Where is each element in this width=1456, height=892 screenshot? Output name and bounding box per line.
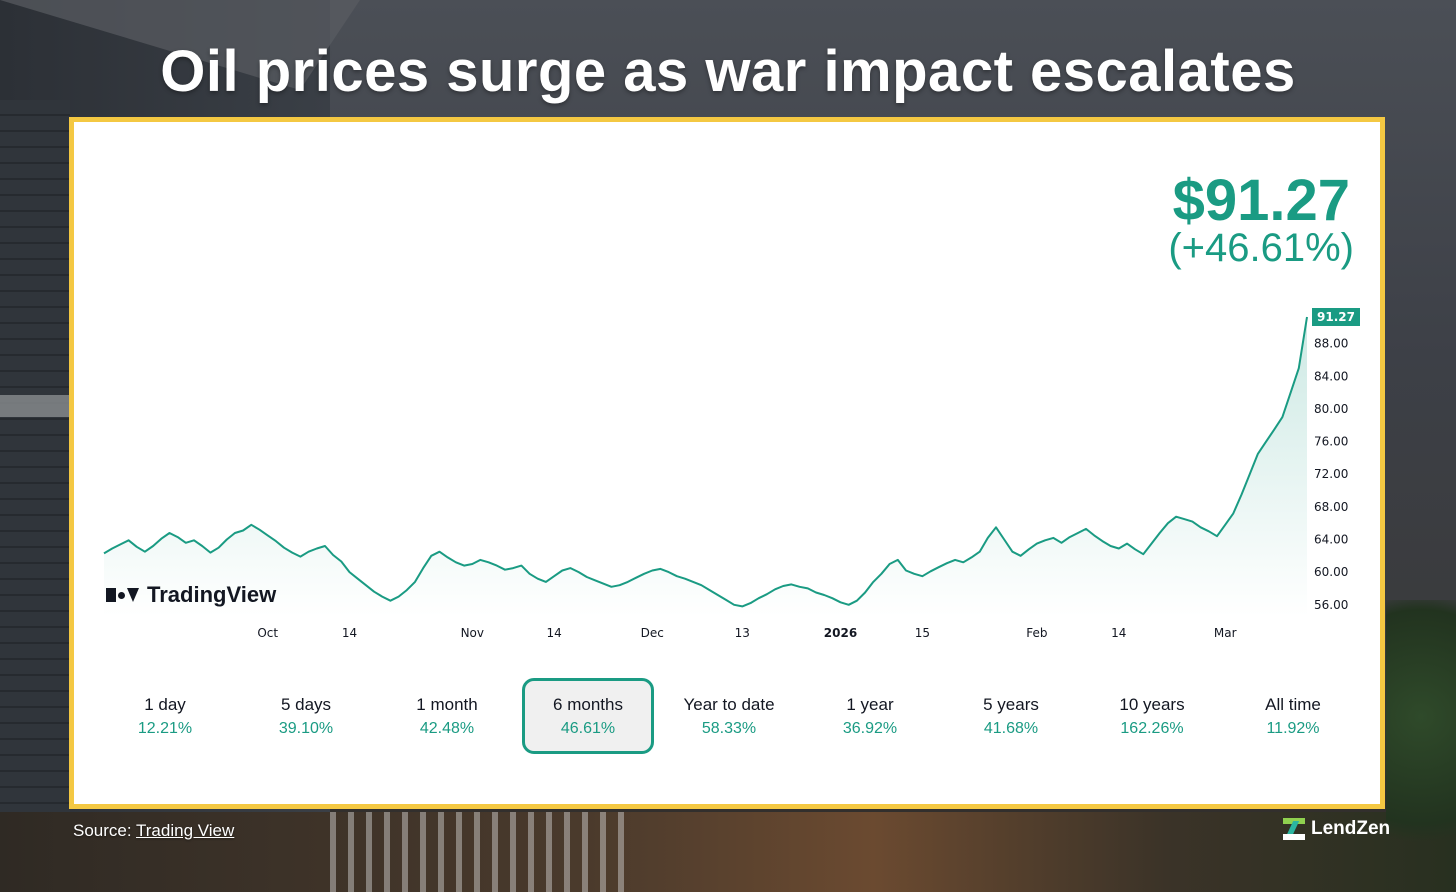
period-1-day[interactable]: 1 day 12.21% — [99, 678, 231, 754]
y-tick-label: 80.00 — [1314, 402, 1348, 416]
period-selector: 1 day 12.21% 5 days 39.10% 1 month 42.48% 6 mo… — [99, 676, 1359, 756]
period-label: 10 years — [1119, 694, 1185, 714]
period-1-year[interactable]: 1 year 36.92% — [804, 678, 936, 754]
period-change: 46.61% — [560, 719, 616, 737]
y-tick-label: 88.00 — [1314, 337, 1348, 351]
x-tick-label: Mar — [1214, 626, 1237, 640]
series-area — [104, 317, 1307, 617]
tradingview-logo-text: TradingView — [147, 582, 277, 607]
period-label: 5 years — [983, 694, 1039, 714]
x-tick-label: 14 — [342, 626, 357, 640]
period-1-month[interactable]: 1 month 42.48% — [381, 678, 513, 754]
y-tick-label: 60.00 — [1314, 565, 1348, 579]
x-tick-label: 14 — [546, 626, 561, 640]
period-all-time[interactable]: All time 11.92% — [1227, 678, 1359, 754]
period-label: Year to date — [683, 694, 775, 714]
period-change: 41.68% — [983, 719, 1039, 737]
brand-name: LendZen — [1311, 818, 1391, 839]
period-label: 6 months — [553, 694, 623, 714]
y-tick-label: 56.00 — [1314, 598, 1348, 612]
period-change: 42.48% — [419, 719, 475, 737]
period-5-years[interactable]: 5 years 41.68% — [945, 678, 1077, 754]
y-tick-label: 68.00 — [1314, 500, 1348, 514]
source-note: Source: Trading View — [73, 821, 234, 841]
background-trim — [0, 395, 80, 417]
series-line — [103, 316, 1308, 608]
period-change: 58.33% — [701, 719, 757, 737]
period-change: 39.10% — [278, 719, 334, 737]
period-change: 11.92% — [1266, 719, 1320, 737]
brand-logo: LendZen — [1283, 818, 1390, 840]
x-tick-label: Dec — [641, 626, 664, 640]
period-label: All time — [1265, 694, 1321, 714]
period-year-to-date[interactable]: Year to date 58.33% — [663, 678, 795, 754]
period-10-years[interactable]: 10 years 162.26% — [1086, 678, 1218, 754]
x-tick-label: 13 — [735, 626, 750, 640]
current-price: $91.27 — [1172, 168, 1350, 233]
background-roof — [0, 0, 360, 90]
x-tick-label: 14 — [1111, 626, 1126, 640]
y-tick-label: 72.00 — [1314, 467, 1348, 481]
period-change: 36.92% — [842, 719, 898, 737]
period-label: 5 days — [280, 694, 332, 714]
y-tick-label: 64.00 — [1314, 533, 1348, 547]
price-chart[interactable]: 56.00 60.00 64.00 68.00 72.00 76.00 80.00 84.00… — [74, 122, 1380, 804]
page-title: Oil prices surge as war impact escalates — [160, 39, 1296, 104]
period-label: 1 day — [144, 694, 186, 714]
y-tick-label: 84.00 — [1314, 369, 1348, 383]
x-tick-label: Oct — [257, 626, 278, 640]
source-prefix: Source: — [73, 821, 137, 840]
period-change: 162.26% — [1120, 719, 1184, 737]
x-tick-label: Nov — [461, 626, 484, 640]
x-tick-label: Feb — [1026, 626, 1047, 640]
last-value-label: 91.27 — [1317, 310, 1355, 324]
chart-card: 56.00 60.00 64.00 68.00 72.00 76.00 80.00 84.00… — [69, 117, 1385, 809]
y-tick-label: 76.00 — [1314, 435, 1348, 449]
period-change: 12.21% — [137, 719, 193, 737]
lendzen-logo-icon — [1283, 818, 1305, 840]
period-label: 1 month — [416, 694, 478, 714]
x-tick-label: 2026 — [824, 626, 857, 640]
background-fence — [330, 812, 630, 892]
x-tick-label: 15 — [915, 626, 930, 640]
last-value-badge — [1312, 308, 1360, 326]
period-5-days[interactable]: 5 days 39.10% — [240, 678, 372, 754]
price-change: (+46.61%) — [1168, 226, 1354, 270]
period-6-months[interactable]: 6 months 46.61% — [522, 678, 654, 754]
background-street — [0, 812, 1456, 892]
background-siding — [0, 100, 70, 892]
background-tree — [1386, 600, 1456, 892]
period-label: 1 year — [846, 694, 894, 714]
source-link[interactable]: Trading View — [136, 821, 235, 840]
tradingview-mark-icon — [106, 588, 139, 602]
tradingview-logo: TradingView — [106, 582, 276, 608]
